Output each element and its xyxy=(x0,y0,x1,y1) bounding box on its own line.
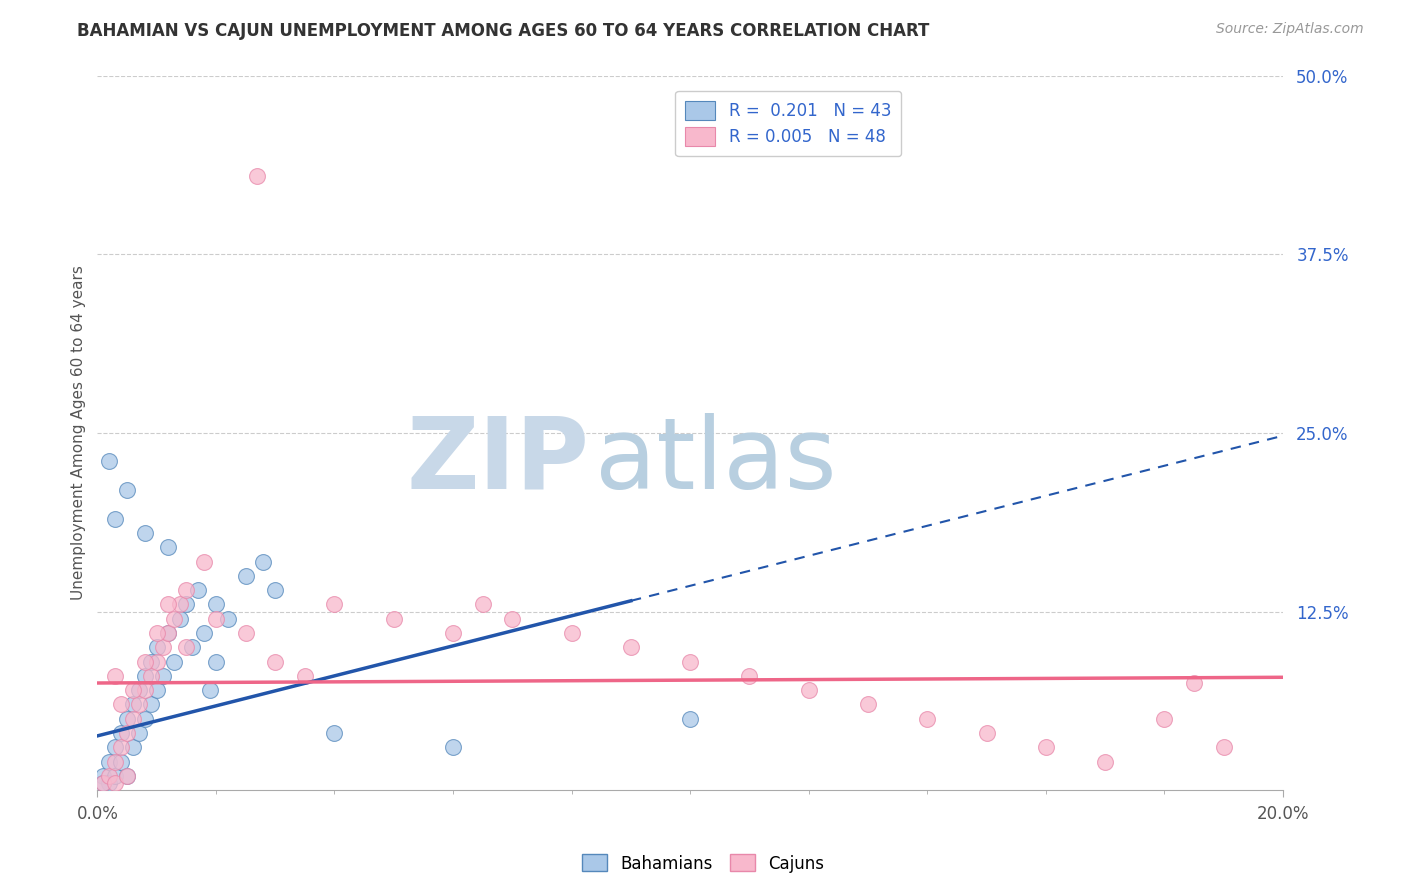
Point xyxy=(264,655,287,669)
Point xyxy=(264,583,287,598)
Point xyxy=(157,626,180,640)
Point xyxy=(110,726,132,740)
Point xyxy=(217,612,239,626)
Point xyxy=(917,712,939,726)
Point xyxy=(139,669,162,683)
Point xyxy=(169,612,191,626)
Point xyxy=(235,569,257,583)
Point xyxy=(145,655,167,669)
Point xyxy=(252,554,274,568)
Point xyxy=(157,540,180,554)
Text: ZIP: ZIP xyxy=(406,413,589,510)
Point xyxy=(205,655,228,669)
Legend: Bahamians, Cajuns: Bahamians, Cajuns xyxy=(575,847,831,880)
Point xyxy=(152,669,174,683)
Point xyxy=(187,583,209,598)
Point xyxy=(104,740,127,755)
Point xyxy=(115,712,138,726)
Point xyxy=(134,683,156,698)
Point xyxy=(198,683,221,698)
Point xyxy=(382,612,405,626)
Point xyxy=(91,776,114,790)
Point xyxy=(471,598,494,612)
Point xyxy=(193,554,215,568)
Point xyxy=(1035,740,1057,755)
Point xyxy=(174,583,197,598)
Point xyxy=(115,726,138,740)
Point xyxy=(1212,740,1234,755)
Point xyxy=(169,598,191,612)
Point xyxy=(145,640,167,655)
Point xyxy=(104,669,127,683)
Point xyxy=(1153,712,1175,726)
Point xyxy=(134,712,156,726)
Legend: R =  0.201   N = 43, R = 0.005   N = 48: R = 0.201 N = 43, R = 0.005 N = 48 xyxy=(675,91,901,156)
Point xyxy=(501,612,523,626)
Point xyxy=(91,769,114,783)
Point xyxy=(157,598,180,612)
Point xyxy=(441,626,464,640)
Point xyxy=(104,511,127,525)
Point xyxy=(98,769,121,783)
Point xyxy=(98,755,121,769)
Point xyxy=(128,726,150,740)
Point xyxy=(441,740,464,755)
Point xyxy=(679,655,702,669)
Point xyxy=(157,626,180,640)
Point xyxy=(139,655,162,669)
Point xyxy=(139,698,162,712)
Point xyxy=(104,769,127,783)
Point xyxy=(128,698,150,712)
Point xyxy=(98,454,121,468)
Point xyxy=(679,712,702,726)
Point xyxy=(163,612,186,626)
Point xyxy=(561,626,583,640)
Point xyxy=(122,712,145,726)
Point xyxy=(104,755,127,769)
Point xyxy=(181,640,204,655)
Point xyxy=(976,726,998,740)
Point xyxy=(110,698,132,712)
Point xyxy=(294,669,316,683)
Point xyxy=(110,755,132,769)
Point xyxy=(152,640,174,655)
Point xyxy=(104,776,127,790)
Point xyxy=(122,740,145,755)
Point xyxy=(620,640,643,655)
Text: Source: ZipAtlas.com: Source: ZipAtlas.com xyxy=(1216,22,1364,37)
Point xyxy=(145,626,167,640)
Point xyxy=(174,598,197,612)
Point xyxy=(134,525,156,540)
Point xyxy=(115,769,138,783)
Point xyxy=(163,655,186,669)
Point xyxy=(235,626,257,640)
Text: BAHAMIAN VS CAJUN UNEMPLOYMENT AMONG AGES 60 TO 64 YEARS CORRELATION CHART: BAHAMIAN VS CAJUN UNEMPLOYMENT AMONG AGE… xyxy=(77,22,929,40)
Point xyxy=(205,598,228,612)
Point xyxy=(115,769,138,783)
Point xyxy=(1094,755,1116,769)
Point xyxy=(323,598,346,612)
Point xyxy=(246,169,269,183)
Point xyxy=(145,683,167,698)
Point xyxy=(110,740,132,755)
Point xyxy=(115,483,138,497)
Point xyxy=(797,683,820,698)
Point xyxy=(128,683,150,698)
Point xyxy=(134,669,156,683)
Text: atlas: atlas xyxy=(595,413,837,510)
Point xyxy=(738,669,761,683)
Point xyxy=(134,655,156,669)
Point xyxy=(856,698,879,712)
Y-axis label: Unemployment Among Ages 60 to 64 years: Unemployment Among Ages 60 to 64 years xyxy=(72,266,86,600)
Point xyxy=(122,698,145,712)
Point xyxy=(122,683,145,698)
Point xyxy=(1182,676,1205,690)
Point xyxy=(174,640,197,655)
Point xyxy=(193,626,215,640)
Point xyxy=(205,612,228,626)
Point xyxy=(98,776,121,790)
Point xyxy=(91,776,114,790)
Point xyxy=(323,726,346,740)
